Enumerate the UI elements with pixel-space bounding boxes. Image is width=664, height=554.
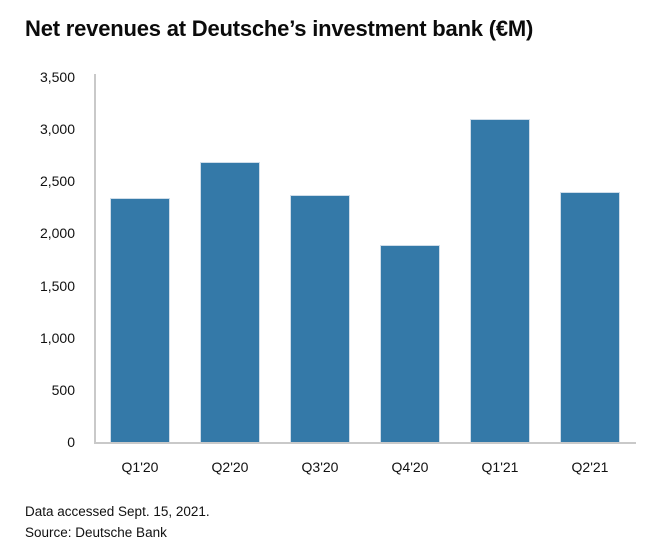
y-tick-label-1000: 1,000 [39,329,75,346]
footer-source: Source: Deutsche Bank [25,525,167,540]
bar-q2-21 [560,192,620,442]
y-tick-label-500: 500 [51,381,75,398]
x-tick-label-q2-20: Q2'20 [211,459,249,475]
x-tick-label-q1-20: Q1'20 [121,459,159,475]
bar-q4-20 [380,244,440,442]
x-tick-label-q1-21: Q1'21 [481,459,519,475]
x-tick-label-q2-21: Q2'21 [571,459,609,475]
y-tick-label-3500: 3,500 [39,69,75,85]
bar-q1-21 [470,119,530,442]
bar-q2-20 [200,161,260,442]
x-tick-label-q4-20: Q4'20 [391,459,429,475]
y-tick-label-2500: 2,500 [39,173,75,190]
y-tick-label-2000: 2,000 [39,225,75,242]
bar-q3-20 [290,195,350,442]
x-tick-label-q3-20: Q3'20 [301,459,339,475]
x-axis-line [94,442,636,444]
y-tick-label-1500: 1,500 [39,277,75,294]
y-tick-label-3000: 3,000 [39,121,75,138]
footer-data-accessed: Data accessed Sept. 15, 2021. [25,504,210,519]
y-axis-line [94,74,96,443]
chart-title: Net revenues at Deutsche’s investment ba… [25,16,534,41]
chart-footer: Data accessed Sept. 15, 2021. Source: De… [25,501,210,543]
y-tick-label-0: 0 [67,434,75,450]
bar-q1-20 [110,198,170,442]
